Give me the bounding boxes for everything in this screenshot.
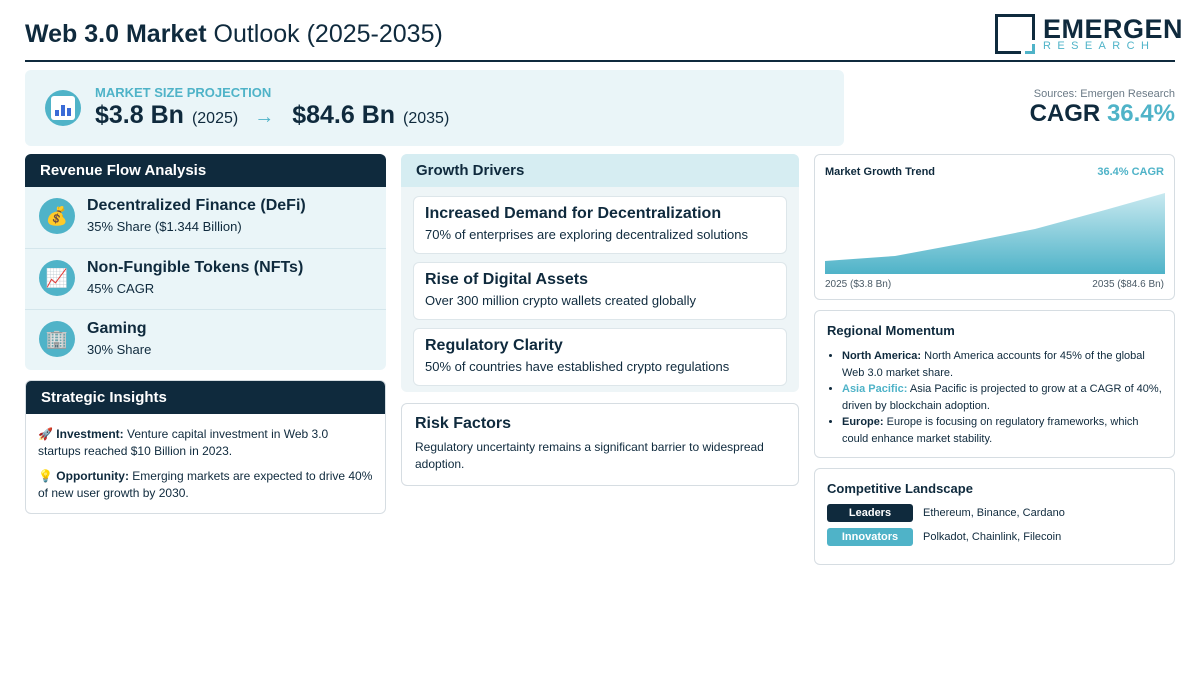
insight-label: Investment: [56,427,124,441]
regional-momentum-title: Regional Momentum [827,323,955,338]
revenue-item-defi: 💰 Decentralized Finance (DeFi) 35% Share… [25,187,386,248]
growth-area [825,193,1165,274]
strategic-insights-title: Strategic Insights [26,381,385,414]
leaders-badge: Leaders [827,504,913,522]
region-north-america: North America: North America accounts fo… [842,348,1162,381]
chart-up-icon: 📈 [39,260,75,296]
growth-drivers-title: Growth Drivers [401,154,799,187]
money-bag-icon: 💰 [39,198,75,234]
end-year: (2035) [403,110,450,127]
driver-heading: Increased Demand for Decentralization [425,205,722,222]
competitor-names: Ethereum, Binance, Cardano [923,507,1065,519]
trend-title: Market Growth Trend [825,166,936,178]
driver-heading: Regulatory Clarity [425,337,563,354]
revenue-flow-card: Revenue Flow Analysis 💰 Decentralized Fi… [25,154,386,370]
revenue-item-detail: 35% Share ($1.344 Billion) [87,219,242,234]
revenue-item-detail: 45% CAGR [87,281,155,296]
driver-detail: 50% of countries have established crypto… [425,359,730,374]
driver-decentralization: Increased Demand for Decentralization 70… [413,196,787,254]
page-title-rest: Outlook (2025-2035) [206,20,443,48]
risk-factors-card: Risk Factors Regulatory uncertainty rema… [401,403,799,486]
revenue-item-gaming: 🏢 Gaming 30% Share [25,309,386,370]
region-asia-pacific: Asia Pacific: Asia Pacific is projected … [842,381,1162,414]
driver-digital-assets: Rise of Digital Assets Over 300 million … [413,262,787,320]
page-title: Web 3.0 Market Outlook (2025-2035) [25,20,443,49]
competitor-row-leaders: Leaders Ethereum, Binance, Cardano [827,504,1162,522]
logo-name: EMERGEN [1043,14,1184,44]
region-label: Europe: [842,416,884,428]
region-label: North America: [842,350,922,362]
cagr-label: CAGR [1029,100,1107,127]
regional-momentum-card: Regional Momentum North America: North A… [814,310,1175,458]
market-size-projection: MARKET SIZE PROJECTION $3.8 Bn (2025) → … [25,70,844,146]
region-text: North America accounts for 45% of the gl… [842,350,1145,379]
driver-heading: Rise of Digital Assets [425,271,589,288]
office-icon: 🏢 [39,321,75,357]
insight-text: Emerging markets are expected to drive 4… [38,469,373,500]
insight-text: Venture capital investment in Web 3.0 st… [38,427,329,458]
risk-factors-title: Risk Factors [415,415,512,432]
revenue-item-name: Gaming [87,320,147,337]
growth-area-chart [825,193,1165,274]
strategic-insights-card: Strategic Insights 🚀 Investment: Venture… [25,380,386,514]
start-value: $3.8 Bn [95,101,184,129]
region-text: Asia Pacific is projected to grow at a C… [842,383,1162,412]
risk-factors-text: Regulatory uncertainty remains a signifi… [415,440,764,471]
end-value: $84.6 Bn [292,101,396,129]
competitive-landscape-card: Competitive Landscape Leaders Ethereum, … [814,468,1175,565]
revenue-item-name: Decentralized Finance (DeFi) [87,197,306,214]
rocket-icon: 🚀 [38,427,53,441]
strategic-insights-body: 🚀 Investment: Venture capital investment… [26,414,385,513]
insight-opportunity: 💡 Opportunity: Emerging markets are expe… [38,468,373,502]
growth-drivers-card: Growth Drivers Increased Demand for Dece… [401,154,799,392]
logo-subtitle: RESEARCH [1043,40,1156,52]
competitor-row-innovators: Innovators Polkadot, Chainlink, Filecoin [827,528,1162,546]
region-europe: Europe: Europe is focusing on regulatory… [842,414,1162,447]
driver-detail: Over 300 million crypto wallets created … [425,293,696,308]
page-title-bold: Web 3.0 Market [25,20,207,48]
trend-cagr: 36.4% CAGR [1097,166,1164,178]
projection-label: MARKET SIZE PROJECTION [95,85,272,100]
bar-chart-icon [45,90,81,126]
revenue-flow-title: Revenue Flow Analysis [25,154,386,187]
region-text: Europe is focusing on regulatory framewo… [842,416,1139,445]
revenue-item-name: Non-Fungible Tokens (NFTs) [87,259,304,276]
market-growth-trend-card: Market Growth Trend 36.4% CAGR 2025 ($3.… [814,154,1175,300]
insight-label: Opportunity: [56,469,129,483]
regional-list: North America: North America accounts fo… [827,348,1162,447]
arrow-right-icon: → [254,106,275,128]
revenue-item-nfts: 📈 Non-Fungible Tokens (NFTs) 45% CAGR [25,248,386,309]
cagr-value: 36.4% [1106,100,1175,127]
page-header: Web 3.0 Market Outlook (2025-2035) EMERG… [25,12,1183,62]
region-label: Asia Pacific: [842,383,908,395]
sources-note: Sources: Emergen Research [1033,88,1175,100]
competitive-landscape-title: Competitive Landscape [827,481,973,496]
logo-mark-icon [995,14,1035,54]
start-year: (2025) [191,110,239,127]
insight-investment: 🚀 Investment: Venture capital investment… [38,426,373,460]
emergen-logo: EMERGEN RESEARCH [995,14,1183,56]
trend-start-label: 2025 ($3.8 Bn) [825,279,892,290]
projection-values: $3.8 Bn (2025) → $84.6 Bn (2035) [95,101,449,130]
cagr-summary: CAGR 36.4% [1030,100,1175,128]
competitor-names: Polkadot, Chainlink, Filecoin [923,531,1062,543]
innovators-badge: Innovators [827,528,913,546]
lightbulb-icon: 💡 [38,469,53,483]
driver-regulatory-clarity: Regulatory Clarity 50% of countries have… [413,328,787,386]
revenue-item-detail: 30% Share [87,342,152,357]
trend-end-label: 2035 ($84.6 Bn) [1092,279,1164,290]
driver-detail: 70% of enterprises are exploring decentr… [425,227,749,242]
